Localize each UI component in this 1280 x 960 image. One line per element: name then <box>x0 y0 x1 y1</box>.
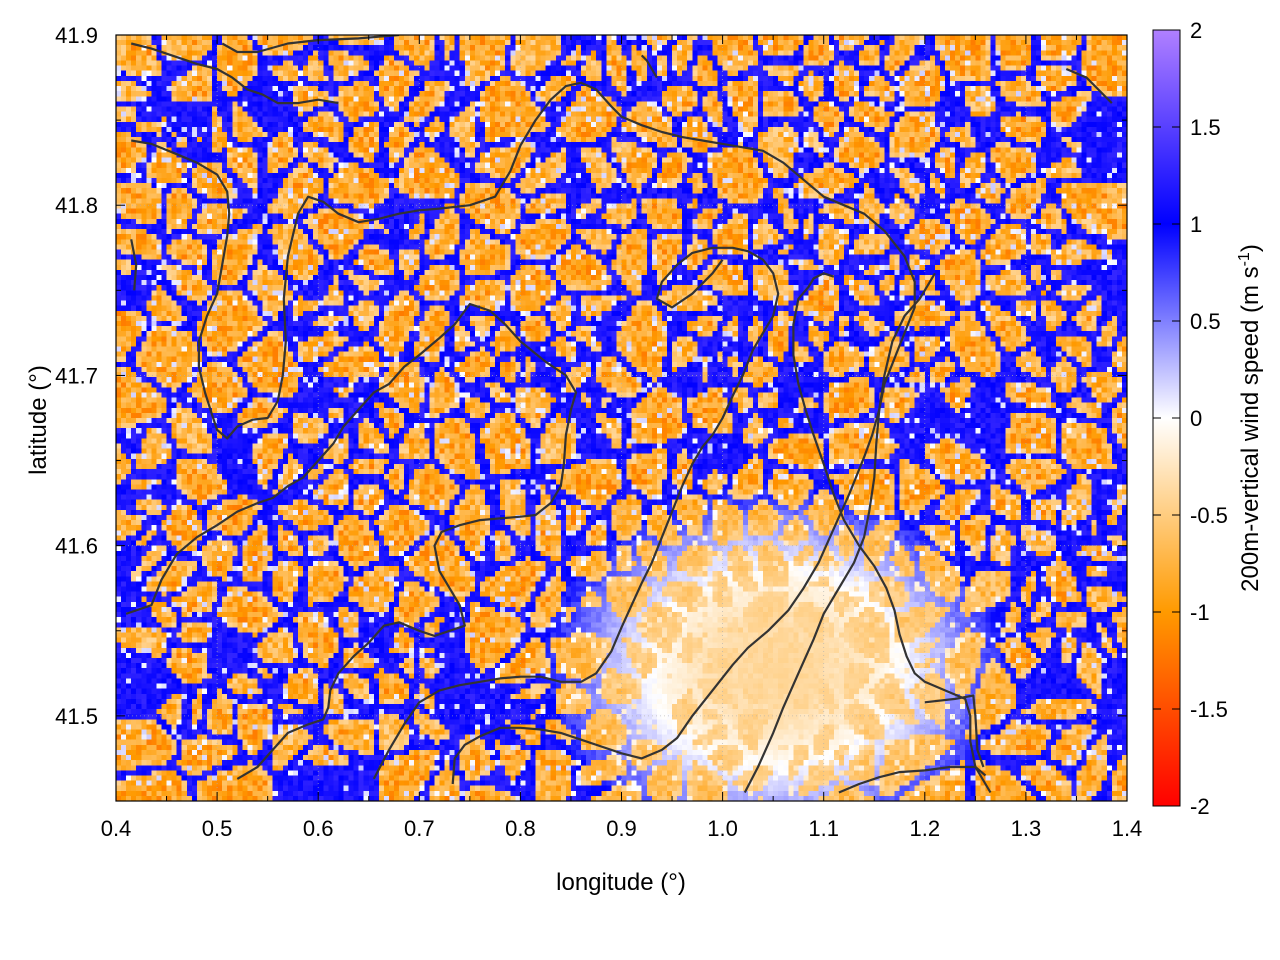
colorbar-label-close: ) <box>1237 244 1264 252</box>
colorbar-tick-label: -2 <box>1190 794 1210 819</box>
colorbar-tick-label: 2 <box>1190 18 1202 43</box>
x-tick-label: 0.7 <box>404 816 435 841</box>
colorbar-tick-label: 0.5 <box>1190 309 1221 334</box>
colorbar-tick-label: 0 <box>1190 406 1202 431</box>
y-axis-label: latitude (°) <box>25 365 52 475</box>
y-tick-label: 41.8 <box>55 193 98 218</box>
colorbar-tick-label: 1.5 <box>1190 115 1221 140</box>
x-tick-label: 1.3 <box>1011 816 1042 841</box>
x-axis-label: longitude (°) <box>556 869 686 896</box>
x-tick-label: 1.1 <box>808 816 839 841</box>
x-tick-label: 1.4 <box>1112 816 1143 841</box>
y-tick-label: 41.7 <box>55 363 98 388</box>
contour-line <box>838 765 987 794</box>
contour-line <box>640 54 658 79</box>
colorbar-label-superscript: -1 <box>1236 252 1253 266</box>
contour-line <box>792 272 992 794</box>
x-tick-label: 0.8 <box>505 816 536 841</box>
contour-line <box>743 272 936 794</box>
x-tick-label: 0.9 <box>606 816 637 841</box>
x-tick-label: 1.0 <box>707 816 738 841</box>
y-axis-ticks: 41.5 41.6 41.7 41.8 41.9 <box>55 23 1127 802</box>
y-tick-label: 41.6 <box>55 534 98 559</box>
x-tick-label: 0.4 <box>101 816 132 841</box>
plot-area: 0.4 0.5 0.6 0.7 0.8 0.9 1.0 1.1 1.2 1.3 1.4 41.541… <box>55 23 1142 841</box>
vertical-wind-heatmap <box>116 35 1127 801</box>
y-tick-label: 41.5 <box>55 704 98 729</box>
contour-line <box>924 694 985 768</box>
contour-line <box>131 81 916 785</box>
colorbar-label-main: 200m-vertical wind speed (m s <box>1237 266 1264 591</box>
colorbar-label: 200m-vertical wind speed (m s-1) <box>1236 244 1264 592</box>
contour-line <box>221 35 400 54</box>
contour-line <box>372 246 780 780</box>
colorbar: 2 1.5 1 0.5 0 -0.5 -1 -1.5 -2 <box>1152 18 1228 819</box>
x-tick-label: 1.2 <box>910 816 941 841</box>
contour-line <box>130 42 339 105</box>
colorbar-tick-label: -0.5 <box>1190 503 1228 528</box>
grid-lines <box>116 35 1127 801</box>
y-tick-label: 41.9 <box>55 23 98 48</box>
contour-line <box>1065 67 1113 104</box>
contour-line <box>130 239 138 291</box>
coastline-contours <box>125 35 1113 794</box>
colorbar-tick-label: -1 <box>1190 600 1210 625</box>
colorbar-tick-label: -1.5 <box>1190 697 1228 722</box>
colorbar-ticks: 2 1.5 1 0.5 0 -0.5 -1 -1.5 -2 <box>1153 18 1228 819</box>
x-tick-label: 0.5 <box>202 816 233 841</box>
colorbar-tick-label: 1 <box>1190 212 1202 237</box>
contour-line <box>125 302 578 780</box>
x-axis-ticks: 0.4 0.5 0.6 0.7 0.8 0.9 1.0 1.1 1.2 1.3 1.4 <box>101 35 1143 841</box>
x-tick-label: 0.6 <box>303 816 334 841</box>
